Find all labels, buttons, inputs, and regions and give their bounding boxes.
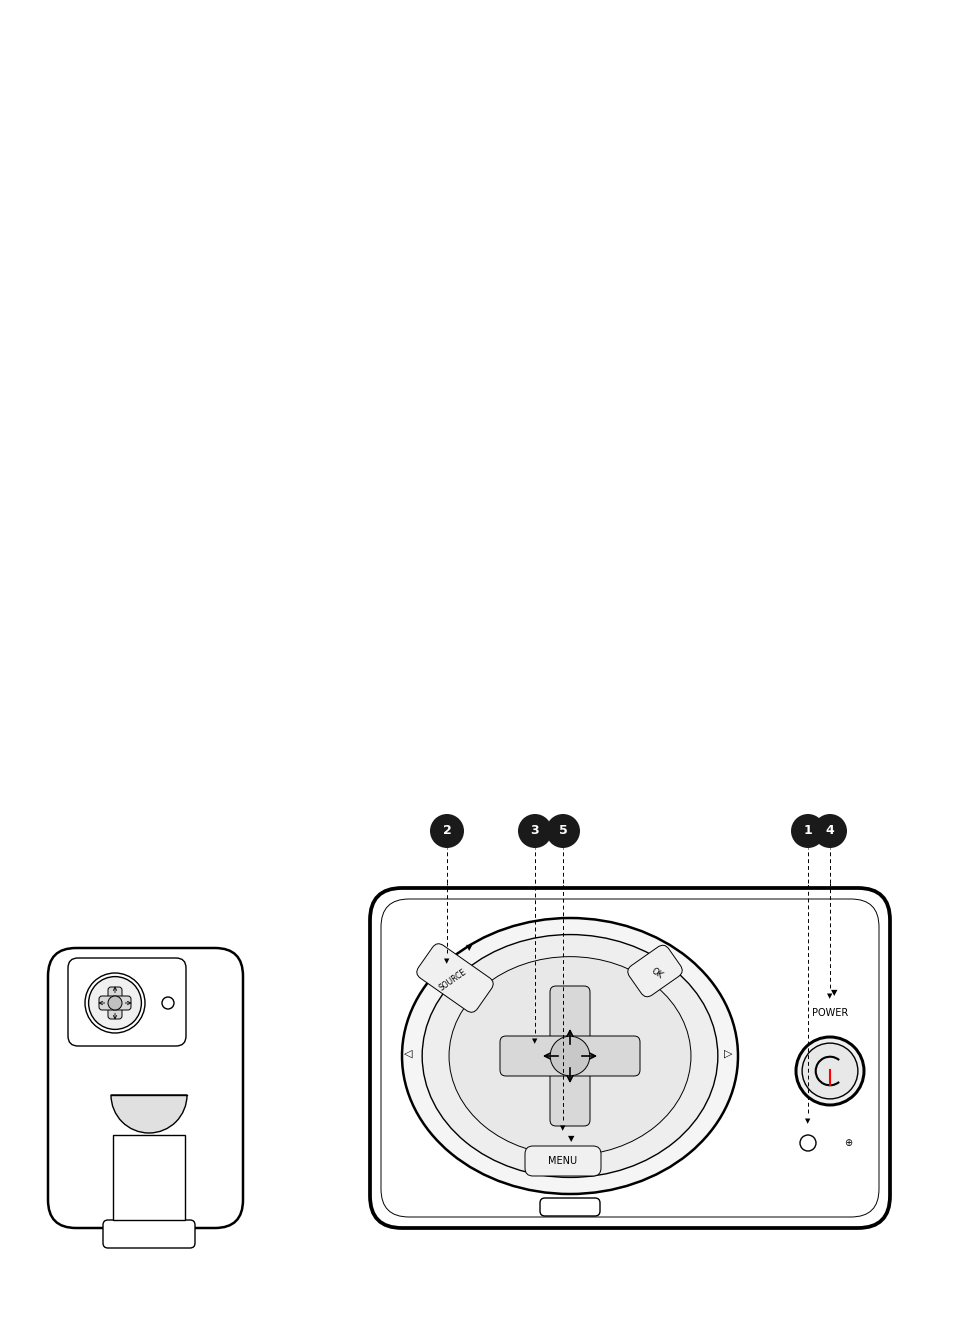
FancyBboxPatch shape [112,1136,185,1220]
Text: ▼: ▼ [559,1125,565,1132]
Text: ▼: ▼ [804,1118,810,1124]
FancyBboxPatch shape [499,1035,639,1075]
FancyBboxPatch shape [99,997,131,1010]
FancyBboxPatch shape [370,888,889,1228]
FancyBboxPatch shape [539,1198,599,1216]
Circle shape [430,814,463,848]
Circle shape [800,1136,815,1152]
FancyBboxPatch shape [48,949,243,1228]
Text: ▼: ▼ [465,943,472,953]
FancyBboxPatch shape [627,945,681,997]
Text: ▼: ▼ [567,1134,574,1144]
Ellipse shape [449,957,690,1156]
Circle shape [795,1037,863,1105]
Circle shape [89,977,141,1030]
Text: 3: 3 [530,824,538,838]
Text: ▼: ▼ [444,958,449,965]
Ellipse shape [401,918,738,1194]
Text: 5: 5 [558,824,567,838]
Text: SOURCE: SOURCE [437,967,468,993]
FancyBboxPatch shape [524,1146,600,1176]
Text: OK: OK [649,966,664,981]
Circle shape [85,973,145,1033]
Circle shape [162,997,173,1009]
FancyBboxPatch shape [108,987,122,1019]
Text: ▷: ▷ [723,1049,732,1059]
Text: ▼: ▼ [830,989,837,998]
FancyBboxPatch shape [103,1220,194,1248]
FancyBboxPatch shape [68,958,186,1046]
FancyBboxPatch shape [550,986,589,1126]
Circle shape [790,814,824,848]
Circle shape [545,814,579,848]
Text: 2: 2 [442,824,451,838]
Circle shape [801,1043,857,1100]
Text: POWER: POWER [811,1007,847,1018]
FancyBboxPatch shape [380,899,878,1217]
Circle shape [517,814,552,848]
Text: 1: 1 [802,824,812,838]
Text: ⊕: ⊕ [843,1138,851,1148]
Circle shape [550,1037,589,1075]
Text: 4: 4 [824,824,834,838]
Text: ▼: ▼ [532,1038,537,1043]
Circle shape [108,997,122,1010]
Ellipse shape [422,935,717,1177]
Text: MENU: MENU [548,1156,577,1166]
FancyBboxPatch shape [416,943,493,1013]
Text: ▼: ▼ [826,993,832,999]
Circle shape [812,814,846,848]
Wedge shape [111,1096,187,1133]
Text: ◁: ◁ [403,1049,412,1059]
